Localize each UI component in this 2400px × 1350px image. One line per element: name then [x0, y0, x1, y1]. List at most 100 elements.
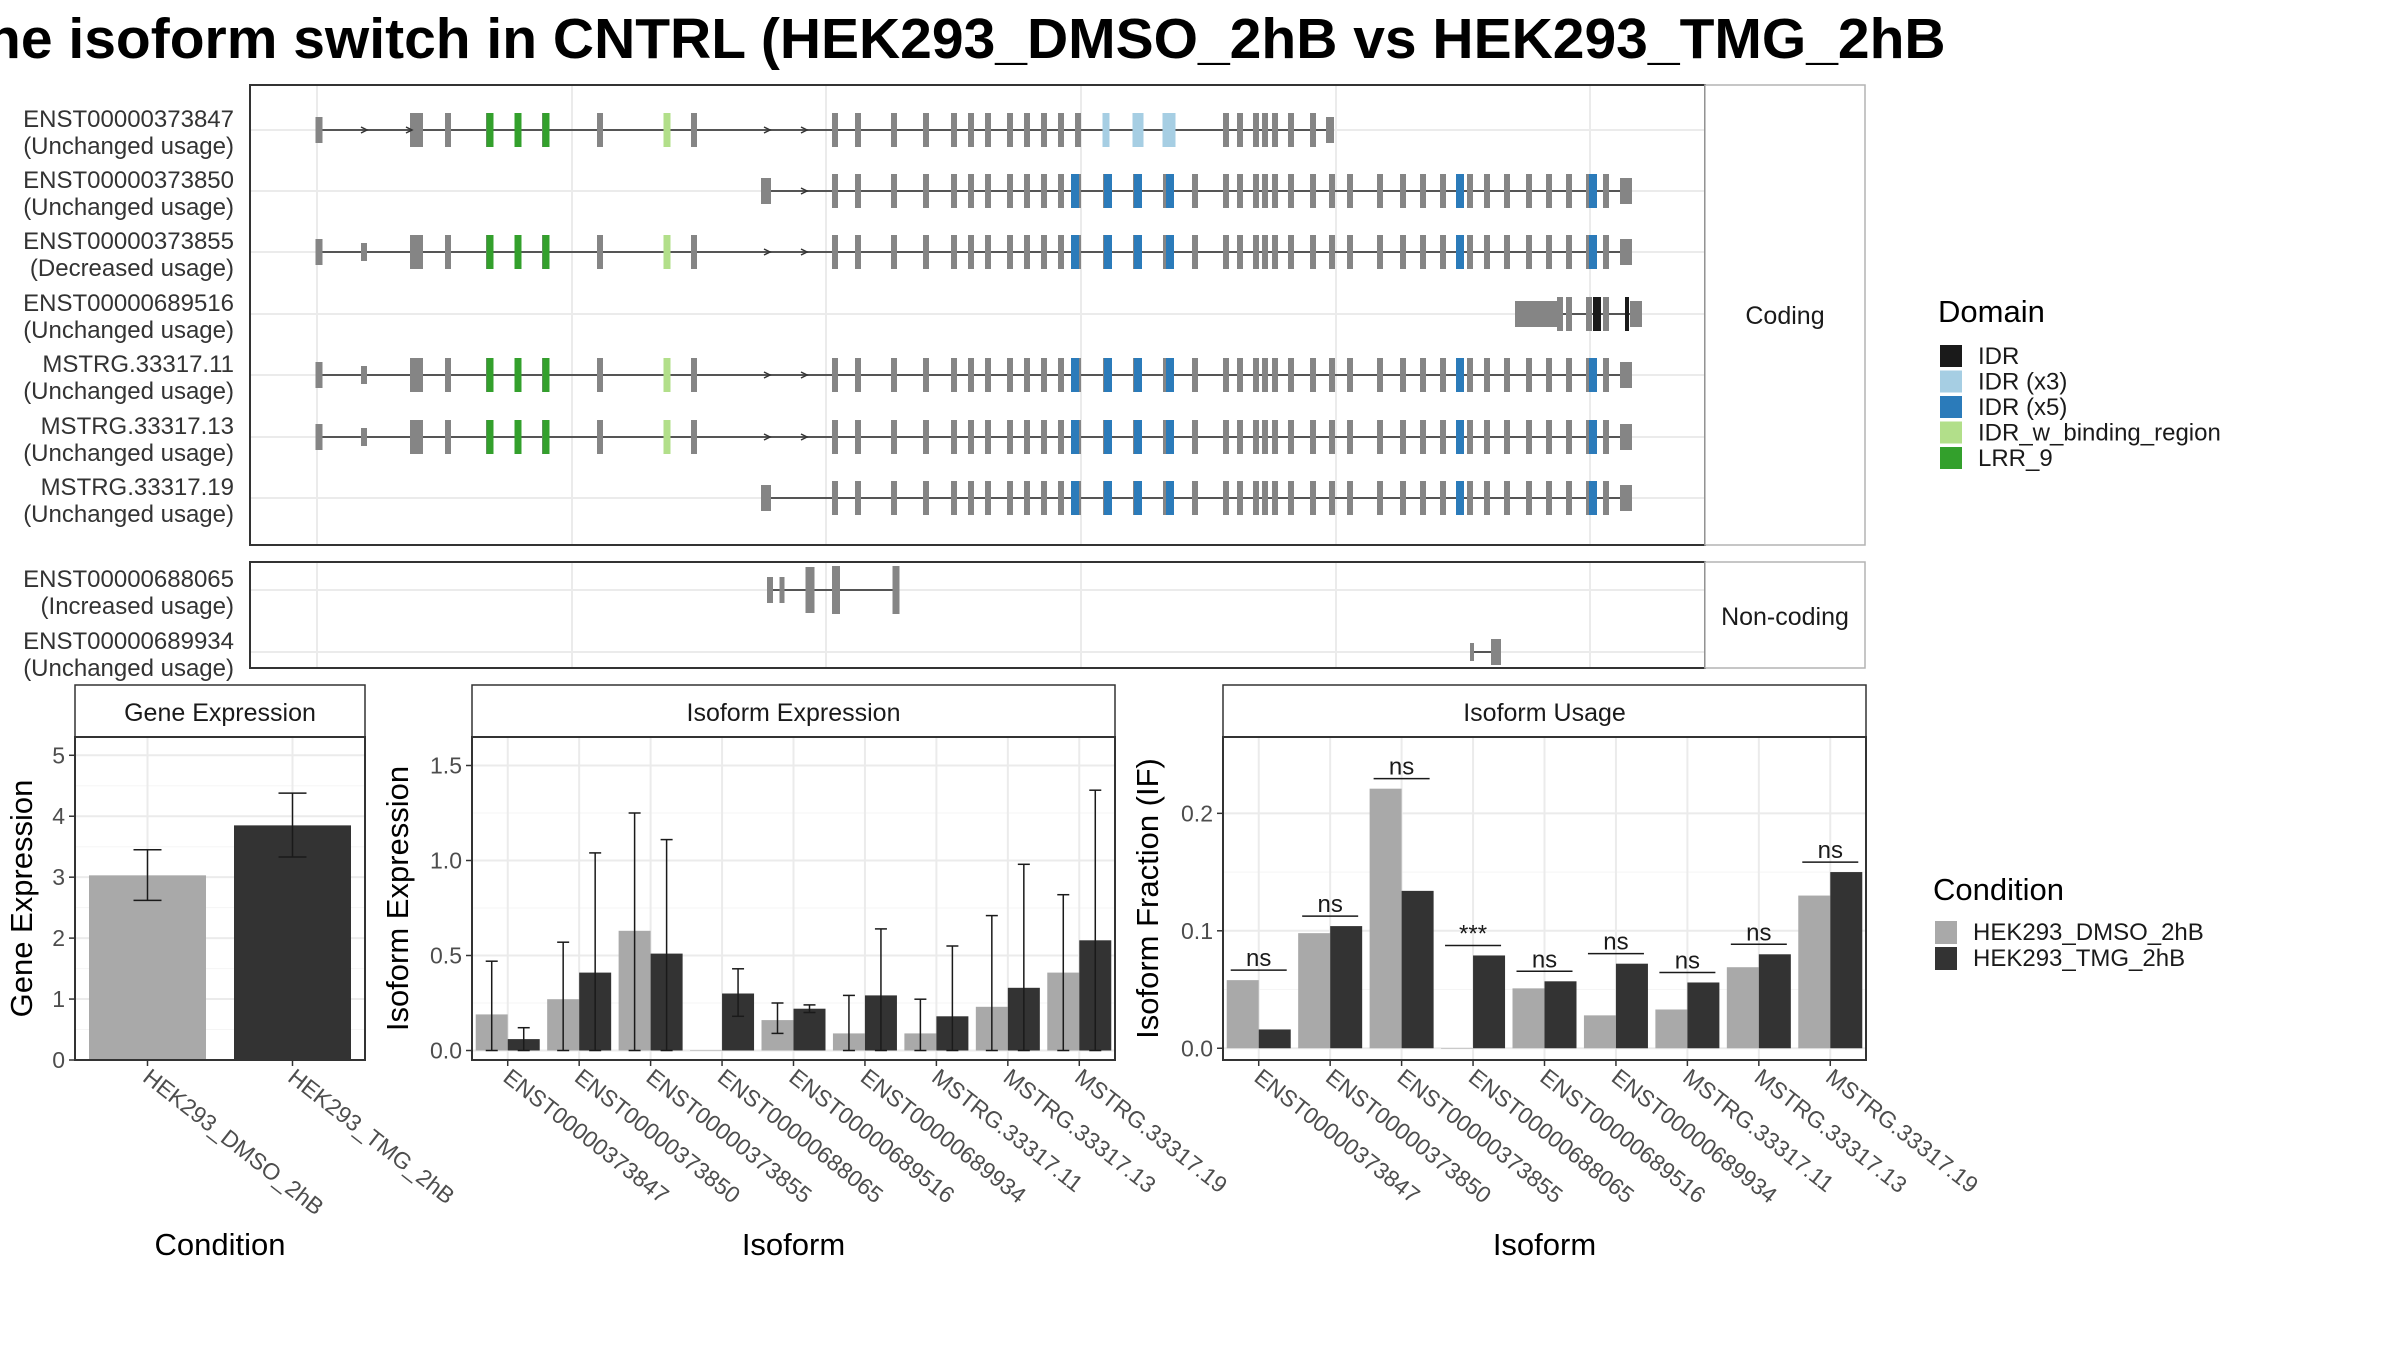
exon: [1132, 113, 1140, 147]
exon: [1272, 113, 1278, 147]
exon: [1347, 358, 1353, 392]
exon: [1253, 481, 1259, 515]
x-axis-title: Isoform: [742, 1227, 845, 1262]
exon: [855, 420, 861, 454]
exon: [951, 420, 957, 454]
strand-arrow: [800, 187, 809, 195]
bar: [1473, 955, 1506, 1049]
transcript-id-label: ENST00000689934: [23, 628, 234, 655]
exon: [1166, 235, 1174, 269]
y-tick-label: 0.2: [1181, 800, 1213, 826]
exon: [445, 420, 451, 454]
exon: [855, 358, 861, 392]
exon: [597, 420, 603, 454]
legend-domain-item: IDR_w_binding_region: [1978, 420, 2221, 447]
exon: [855, 174, 861, 208]
exon: [1262, 113, 1268, 147]
exon: [1223, 481, 1229, 515]
exon: [1546, 420, 1552, 454]
exon: [1136, 113, 1144, 147]
exon: [1104, 481, 1112, 515]
legend-swatch: [1940, 345, 1962, 367]
exon: [1589, 174, 1597, 208]
exon: [315, 117, 323, 143]
exon: [832, 481, 838, 515]
exon: [1526, 420, 1532, 454]
exon: [855, 235, 861, 269]
exon: [1440, 358, 1446, 392]
exon: [968, 420, 974, 454]
exon: [1566, 420, 1572, 454]
exon: [1041, 420, 1047, 454]
exon: [542, 420, 550, 454]
transcript-usage-label: (Unchanged usage): [23, 378, 234, 405]
exon: [1253, 358, 1259, 392]
exon: [761, 485, 771, 511]
exon: [1420, 235, 1426, 269]
exon: [691, 113, 697, 147]
legend-swatch: [1940, 421, 1962, 444]
exon: [1603, 358, 1609, 392]
exon: [1253, 174, 1259, 208]
exon: [1347, 235, 1353, 269]
legend-condition-title: Condition: [1933, 872, 2064, 907]
exon: [1237, 420, 1243, 454]
exon: [1237, 235, 1243, 269]
exon: [1347, 481, 1353, 515]
exon: [1546, 235, 1552, 269]
exon: [1288, 174, 1294, 208]
exon: [1620, 362, 1632, 388]
bar: [1758, 954, 1791, 1049]
exon: [663, 358, 671, 392]
strand-arrow: [763, 248, 772, 256]
exon: [1377, 481, 1383, 515]
exon: [1134, 174, 1142, 208]
exon: [1504, 420, 1510, 454]
exon: [1192, 420, 1198, 454]
exon: [892, 566, 900, 614]
exon: [1620, 424, 1632, 450]
exon: [1440, 235, 1446, 269]
exon: [1546, 174, 1552, 208]
exon: [1310, 358, 1316, 392]
legend-swatch: [1940, 447, 1962, 469]
exon: [1237, 174, 1243, 208]
exon: [597, 235, 603, 269]
exon: [1223, 235, 1229, 269]
exon: [1347, 420, 1353, 454]
bar: [1258, 1029, 1291, 1049]
exon: [985, 358, 991, 392]
noncoding-strip: [1704, 561, 1866, 669]
exon: [1262, 481, 1268, 515]
strand-arrow: [800, 433, 809, 441]
exon: [1310, 481, 1316, 515]
exon: [1262, 420, 1268, 454]
exon: [1310, 174, 1316, 208]
exon: [1400, 481, 1406, 515]
exon: [1237, 481, 1243, 515]
exon: [1166, 420, 1174, 454]
transcript-model: [761, 481, 1632, 515]
exon: [985, 420, 991, 454]
isoform-usage-panel: Isoform Usage ns ns ns *** ns ns ns ns ns 0.0 0.1 0.…: [1130, 684, 1983, 1262]
bar: [1369, 788, 1402, 1049]
exon: [542, 113, 550, 147]
exon: [1041, 113, 1047, 147]
exon: [1526, 358, 1532, 392]
bar: [1798, 895, 1831, 1049]
bar: [1512, 988, 1545, 1049]
exon: [1041, 235, 1047, 269]
legend-domain-item: IDR (x3): [1978, 369, 2067, 396]
significance-label: ns: [1818, 837, 1843, 864]
exon: [413, 113, 423, 147]
exon: [486, 420, 494, 454]
exon: [1484, 235, 1490, 269]
y-tick-label: 2: [52, 925, 65, 951]
bar: [1441, 1048, 1474, 1049]
exon: [923, 174, 929, 208]
exon: [1400, 174, 1406, 208]
exon: [923, 113, 929, 147]
exon: [1467, 481, 1473, 515]
exon: [1272, 481, 1278, 515]
noncoding-panel-frame: [249, 561, 1706, 669]
